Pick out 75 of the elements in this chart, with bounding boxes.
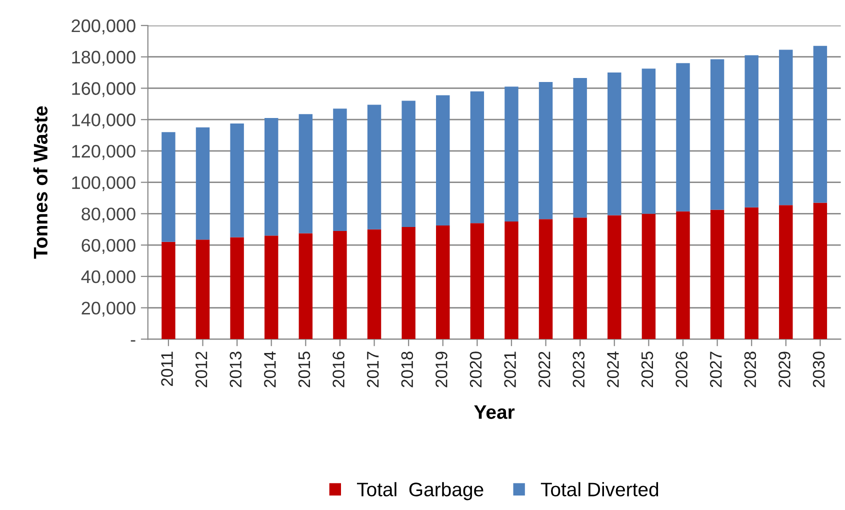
bar xyxy=(608,72,622,216)
x-tick-label: 2013 xyxy=(230,352,242,388)
x-tick-label: 2022 xyxy=(538,352,550,388)
legend-label: Total Garbage xyxy=(356,482,484,500)
y-tick-label: 80,000 xyxy=(82,208,136,223)
y-tick-label: 200,000 xyxy=(72,19,136,34)
bar xyxy=(608,215,622,340)
y-tick-label: 60,000 xyxy=(82,238,136,254)
bar xyxy=(196,127,210,240)
x-tick-label: 2018 xyxy=(401,352,414,388)
bar xyxy=(162,132,176,242)
x-tick-label: 2026 xyxy=(676,352,688,388)
y-tick-label: 20,000 xyxy=(82,302,136,317)
bar xyxy=(436,225,450,340)
bar xyxy=(196,240,210,340)
bar xyxy=(333,230,347,340)
x-tick-label: 2016 xyxy=(332,352,344,388)
bar xyxy=(710,59,724,210)
bar xyxy=(744,55,758,208)
bar xyxy=(402,100,416,228)
y-axis-title: Tonnes of Waste xyxy=(33,106,48,259)
x-tick-label: 2028 xyxy=(744,352,756,388)
bar xyxy=(470,223,484,340)
bar xyxy=(470,91,484,224)
x-tick-label: 2012 xyxy=(195,352,208,388)
x-tick-label: 2024 xyxy=(607,351,619,388)
bar xyxy=(676,211,690,340)
x-tick-label: 2025 xyxy=(641,352,654,388)
y-tick-label: 180,000 xyxy=(72,50,136,66)
x-tick-label: 2015 xyxy=(298,352,310,388)
bar xyxy=(813,46,828,203)
bar xyxy=(367,229,382,340)
bar xyxy=(779,50,793,206)
bar xyxy=(538,219,553,340)
x-tick-label: 2014 xyxy=(264,351,276,388)
bar xyxy=(402,227,416,340)
x-tick-label: 2030 xyxy=(812,352,825,388)
bar xyxy=(333,108,347,231)
x-tick-label: 2019 xyxy=(436,352,448,388)
bar xyxy=(779,205,793,340)
bar xyxy=(710,210,724,340)
y-tick-label: 40,000 xyxy=(81,270,136,286)
x-axis-title: Year xyxy=(474,405,515,419)
bar xyxy=(367,104,382,230)
bar xyxy=(230,124,244,238)
bar xyxy=(676,63,690,212)
x-tick-label: 2027 xyxy=(710,352,722,388)
bar xyxy=(298,233,313,340)
bar xyxy=(573,78,587,218)
y-tick-label: 100,000 xyxy=(72,176,136,192)
bar xyxy=(264,118,278,236)
bar xyxy=(436,95,450,226)
bar xyxy=(504,86,518,222)
bar xyxy=(504,222,518,340)
y-tick-label: - xyxy=(130,340,136,342)
bar xyxy=(230,237,244,340)
x-tick-label: 2011 xyxy=(161,352,173,386)
bar xyxy=(162,242,176,340)
y-tick-label: 120,000 xyxy=(72,144,136,160)
y-tick-label: 160,000 xyxy=(72,82,136,98)
bar xyxy=(642,214,656,340)
x-tick-label: 2021 xyxy=(504,352,516,388)
bar xyxy=(264,236,278,340)
x-tick-label: 2017 xyxy=(366,352,379,388)
y-tick-label: 140,000 xyxy=(72,114,136,128)
x-tick-label: 2029 xyxy=(778,352,790,388)
bar xyxy=(642,68,656,214)
bar xyxy=(813,202,828,340)
bar xyxy=(744,207,758,340)
bar xyxy=(298,114,313,234)
bar xyxy=(538,82,553,220)
bar xyxy=(573,218,587,340)
legend-label: Total Diverted xyxy=(540,482,658,496)
x-tick-label: 2023 xyxy=(572,352,585,388)
x-tick-label: 2020 xyxy=(470,352,482,388)
